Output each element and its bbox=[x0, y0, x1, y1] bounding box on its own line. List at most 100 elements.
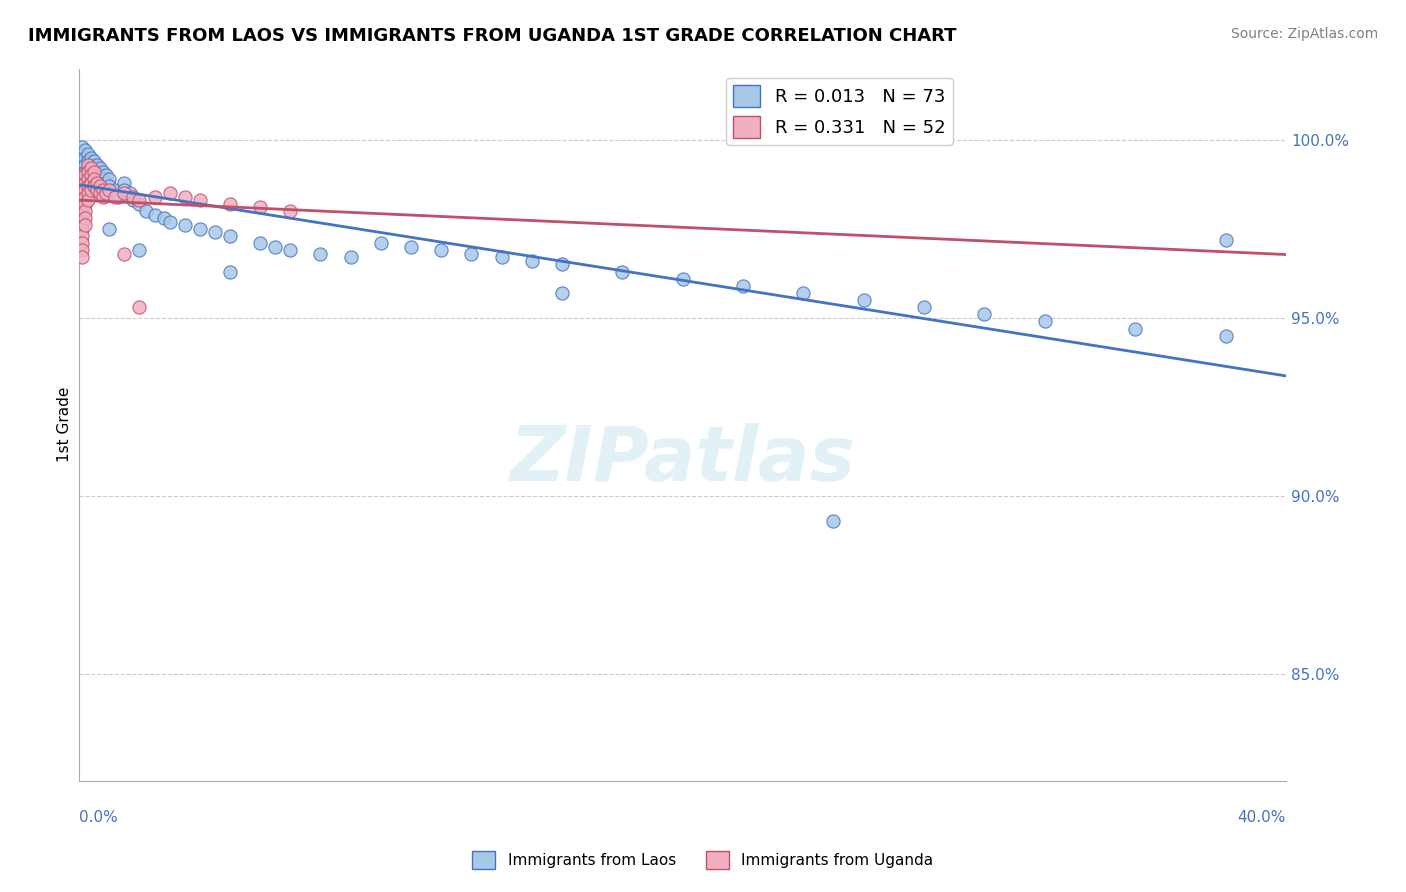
Point bbox=[143, 190, 166, 204]
Point bbox=[122, 190, 145, 204]
Point bbox=[430, 243, 453, 257]
Point bbox=[83, 172, 105, 186]
Point bbox=[152, 211, 174, 226]
Point bbox=[173, 190, 195, 204]
Point bbox=[104, 190, 127, 204]
Point bbox=[80, 183, 103, 197]
Point bbox=[75, 151, 97, 165]
Point bbox=[86, 176, 108, 190]
Point bbox=[77, 172, 100, 186]
Point bbox=[143, 208, 166, 222]
Point bbox=[188, 222, 211, 236]
Point bbox=[204, 226, 226, 240]
Point bbox=[1123, 321, 1146, 335]
Point bbox=[128, 197, 150, 211]
Point bbox=[86, 165, 108, 179]
Point bbox=[112, 176, 135, 190]
Point bbox=[83, 179, 105, 194]
Point bbox=[86, 158, 108, 172]
Point bbox=[83, 161, 105, 176]
Point bbox=[70, 215, 93, 229]
Point bbox=[70, 147, 93, 161]
Point bbox=[75, 197, 97, 211]
Point bbox=[309, 246, 332, 260]
Point bbox=[98, 222, 121, 236]
Point bbox=[77, 179, 100, 194]
Point bbox=[70, 243, 93, 257]
Point bbox=[98, 172, 121, 186]
Point bbox=[75, 183, 97, 197]
Point bbox=[249, 236, 271, 251]
Point bbox=[83, 169, 105, 183]
Point bbox=[70, 236, 93, 251]
Point bbox=[912, 300, 935, 314]
Point bbox=[96, 169, 118, 183]
Point bbox=[70, 140, 93, 154]
Point bbox=[973, 307, 995, 321]
Text: 40.0%: 40.0% bbox=[1237, 810, 1286, 824]
Point bbox=[89, 161, 111, 176]
Point bbox=[1215, 328, 1237, 343]
Point bbox=[70, 186, 93, 201]
Point bbox=[491, 250, 513, 264]
Point bbox=[112, 186, 135, 201]
Point bbox=[75, 190, 97, 204]
Point bbox=[75, 204, 97, 219]
Point bbox=[551, 285, 574, 300]
Point bbox=[159, 215, 181, 229]
Point bbox=[91, 165, 114, 179]
Point bbox=[70, 208, 93, 222]
Point bbox=[671, 271, 693, 285]
Point bbox=[96, 186, 118, 201]
Point bbox=[75, 169, 97, 183]
Point bbox=[460, 246, 482, 260]
Text: IMMIGRANTS FROM LAOS VS IMMIGRANTS FROM UGANDA 1ST GRADE CORRELATION CHART: IMMIGRANTS FROM LAOS VS IMMIGRANTS FROM … bbox=[28, 27, 956, 45]
Point bbox=[77, 169, 100, 183]
Point bbox=[1033, 314, 1056, 328]
Point bbox=[89, 179, 111, 194]
Point bbox=[77, 186, 100, 201]
Point bbox=[70, 194, 93, 208]
Point bbox=[278, 204, 301, 219]
Point bbox=[75, 165, 97, 179]
Point bbox=[80, 151, 103, 165]
Point bbox=[80, 172, 103, 186]
Point bbox=[122, 194, 145, 208]
Point bbox=[89, 169, 111, 183]
Point bbox=[264, 240, 287, 254]
Point bbox=[80, 176, 103, 190]
Point bbox=[98, 179, 121, 194]
Point bbox=[219, 197, 242, 211]
Point bbox=[86, 183, 108, 197]
Text: 0.0%: 0.0% bbox=[79, 810, 118, 824]
Point bbox=[77, 158, 100, 172]
Text: ZIPatlas: ZIPatlas bbox=[509, 424, 855, 498]
Point bbox=[278, 243, 301, 257]
Point bbox=[128, 194, 150, 208]
Point bbox=[70, 229, 93, 244]
Point bbox=[77, 154, 100, 169]
Point bbox=[89, 186, 111, 201]
Point bbox=[75, 144, 97, 158]
Point bbox=[128, 243, 150, 257]
Point bbox=[80, 161, 103, 176]
Point bbox=[83, 154, 105, 169]
Point bbox=[77, 194, 100, 208]
Point bbox=[107, 190, 129, 204]
Point bbox=[70, 222, 93, 236]
Point bbox=[128, 300, 150, 314]
Point bbox=[551, 257, 574, 271]
Point bbox=[219, 264, 242, 278]
Legend: R = 0.013   N = 73, R = 0.331   N = 52: R = 0.013 N = 73, R = 0.331 N = 52 bbox=[725, 78, 953, 145]
Point bbox=[83, 165, 105, 179]
Point bbox=[86, 172, 108, 186]
Point bbox=[173, 219, 195, 233]
Point bbox=[520, 253, 543, 268]
Point bbox=[370, 236, 392, 251]
Point bbox=[77, 165, 100, 179]
Point bbox=[75, 211, 97, 226]
Point bbox=[96, 176, 118, 190]
Point bbox=[75, 176, 97, 190]
Y-axis label: 1st Grade: 1st Grade bbox=[58, 387, 72, 462]
Point bbox=[134, 204, 156, 219]
